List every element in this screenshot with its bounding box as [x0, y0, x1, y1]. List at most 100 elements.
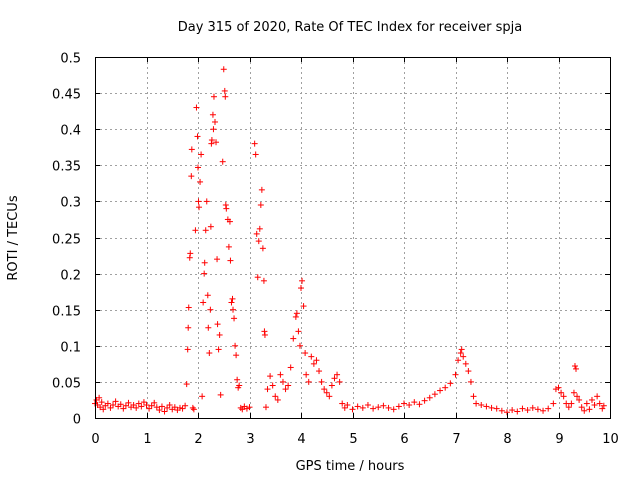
data-point [519, 405, 526, 412]
data-point [253, 230, 260, 237]
data-point [232, 342, 239, 349]
data-point [574, 393, 581, 400]
data-point [452, 371, 459, 378]
data-point [385, 404, 392, 411]
data-point [97, 404, 104, 411]
data-point [426, 394, 433, 401]
data-point [215, 346, 222, 353]
data-point [483, 403, 490, 410]
data-point [188, 173, 195, 180]
x-tick-label: 10 [602, 432, 619, 447]
data-point [437, 387, 444, 394]
data-point [255, 238, 262, 245]
data-point [208, 137, 215, 144]
data-point [473, 400, 480, 407]
data-point [252, 151, 259, 158]
data-point [341, 404, 348, 411]
data-point [442, 384, 449, 391]
y-tick-label: 0 [73, 413, 81, 428]
data-point [228, 299, 235, 306]
data-point [135, 400, 142, 407]
data-point [196, 204, 203, 211]
data-point [267, 373, 274, 380]
data-point [184, 346, 191, 353]
data-point [375, 404, 382, 411]
data-point [334, 371, 341, 378]
data-point [158, 403, 165, 410]
data-point [222, 202, 229, 209]
data-point [193, 104, 200, 111]
data-point [390, 406, 397, 413]
data-point [395, 403, 402, 410]
data-point [203, 198, 210, 205]
data-point [594, 393, 601, 400]
data-point [110, 402, 117, 409]
data-point [488, 404, 495, 411]
data-point [313, 357, 320, 364]
data-point [411, 399, 418, 406]
data-point [96, 394, 103, 401]
chart-title: Day 315 of 2020, Rate Of TEC Index for r… [178, 20, 523, 35]
data-point [217, 391, 224, 398]
data-point [467, 378, 474, 385]
data-point [104, 400, 111, 407]
data-point [251, 140, 258, 147]
data-point [545, 405, 552, 412]
data-point [189, 404, 196, 411]
data-point [300, 303, 307, 310]
data-point [98, 399, 105, 406]
data-point [269, 382, 276, 389]
data-point [296, 342, 303, 349]
data-point [190, 406, 197, 413]
data-point [148, 402, 155, 409]
data-point [416, 401, 423, 408]
data-point [591, 402, 598, 409]
x-tick-label: 9 [555, 432, 563, 447]
data-point [581, 407, 588, 414]
data-point [514, 408, 521, 415]
data-point [285, 382, 292, 389]
data-point [524, 407, 531, 414]
data-point [258, 186, 265, 193]
data-point [237, 404, 244, 411]
data-point [216, 331, 223, 338]
data-point [586, 406, 593, 413]
data-point [236, 382, 243, 389]
data-point [563, 400, 570, 407]
data-point [570, 389, 577, 396]
data-point [540, 407, 547, 414]
data-point [401, 400, 407, 407]
data-point [292, 313, 299, 320]
data-point [233, 352, 240, 359]
data-point [529, 404, 536, 411]
data-point [188, 146, 195, 153]
data-point [261, 331, 268, 338]
y-axis-label: ROTI / TECUs [6, 195, 21, 280]
data-point [262, 404, 269, 411]
y-tick-label: 0.3 [60, 196, 81, 211]
data-point [186, 254, 193, 261]
x-tick-label: 1 [143, 432, 151, 447]
data-point [287, 364, 294, 371]
gridlines [95, 57, 610, 418]
data-point [219, 158, 226, 165]
data-point [122, 402, 129, 409]
data-point [457, 350, 464, 357]
data-point [112, 398, 119, 405]
data-point [282, 386, 289, 393]
data-point [509, 407, 516, 414]
data-point [226, 218, 233, 225]
data-point [303, 371, 310, 378]
data-point [272, 393, 279, 400]
data-point [201, 259, 208, 266]
data-point [143, 402, 150, 409]
data-point [458, 346, 465, 353]
x-tick-label: 5 [349, 432, 357, 447]
data-point [107, 404, 114, 411]
data-point [460, 353, 467, 360]
data-point [534, 406, 541, 413]
data-point [100, 406, 107, 413]
data-point [197, 178, 204, 185]
x-tick-label: 3 [246, 432, 254, 447]
data-point [246, 404, 253, 411]
